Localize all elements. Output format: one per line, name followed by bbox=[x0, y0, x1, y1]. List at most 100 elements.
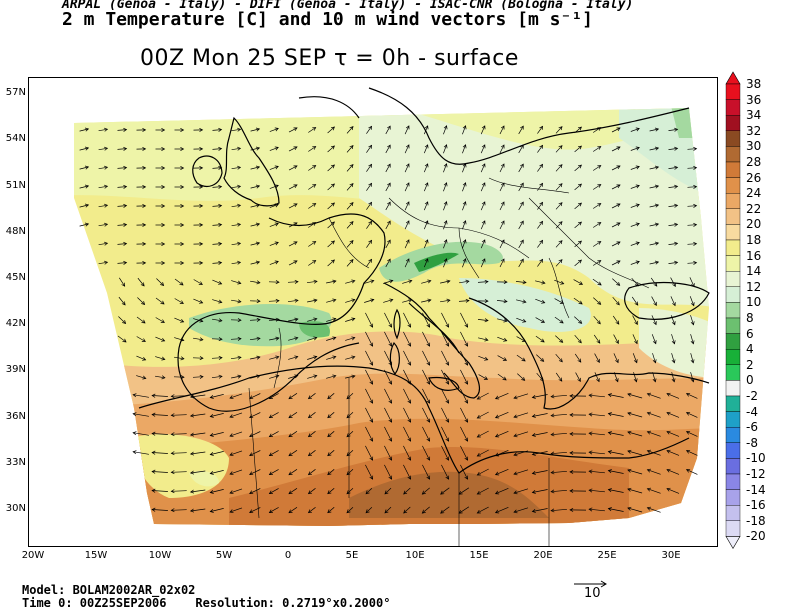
wind-vector-head bbox=[646, 430, 651, 435]
wind-vector-shaft bbox=[326, 299, 336, 303]
wind-vector-head bbox=[671, 340, 676, 345]
wind-vector-head bbox=[588, 412, 593, 417]
wind-vector-shaft bbox=[460, 445, 468, 461]
wind-vector-shaft bbox=[327, 164, 335, 172]
wind-vector-shaft bbox=[537, 145, 543, 153]
wind-vector-head bbox=[160, 319, 165, 323]
wind-vector-shaft bbox=[327, 393, 335, 399]
wind-vector-shaft bbox=[366, 145, 372, 153]
wind-vector-shaft bbox=[532, 394, 548, 398]
wind-vector-head bbox=[123, 222, 128, 227]
wind-vector-shaft bbox=[327, 450, 335, 456]
wind-vector-shaft bbox=[668, 205, 678, 207]
wind-vector-shaft bbox=[269, 412, 279, 418]
wind-vector-shaft bbox=[308, 146, 316, 152]
colorbar-swatch bbox=[725, 192, 741, 209]
wind-vector-head bbox=[368, 163, 373, 168]
wind-vector-shaft bbox=[611, 184, 621, 190]
wind-vector-head bbox=[346, 452, 351, 457]
wind-vector-shaft bbox=[573, 297, 583, 305]
wind-vector-head bbox=[330, 202, 335, 207]
wind-vector-shaft bbox=[611, 146, 621, 152]
wind-vector-head bbox=[558, 164, 563, 169]
wind-vector-shaft bbox=[440, 299, 450, 303]
wind-vector-shaft bbox=[79, 223, 89, 227]
wind-vector-shaft bbox=[516, 317, 526, 323]
wind-vector-shaft bbox=[269, 375, 279, 379]
wind-vector-head bbox=[588, 507, 593, 512]
wind-vector-shaft bbox=[269, 223, 279, 227]
wind-vector-head bbox=[229, 414, 234, 419]
wind-vector-head bbox=[161, 165, 166, 171]
wind-vector-shaft bbox=[229, 412, 243, 418]
wind-vector-shaft bbox=[385, 239, 391, 249]
wind-vector-head bbox=[520, 125, 524, 130]
wind-vector-shaft bbox=[212, 148, 222, 150]
wind-vector-shaft bbox=[690, 353, 694, 363]
wind-vector-head bbox=[445, 342, 450, 347]
lat-label: 54N bbox=[5, 133, 26, 144]
wind-vector-head bbox=[614, 378, 619, 383]
colorbar-swatch bbox=[725, 83, 741, 100]
wind-vector-shaft bbox=[190, 508, 206, 512]
wind-vector-head bbox=[531, 509, 536, 513]
wind-vector-shaft bbox=[513, 450, 529, 456]
wind-vector-head bbox=[462, 182, 467, 187]
colorbar-label: 0 bbox=[746, 373, 754, 388]
wind-vector-shaft bbox=[513, 412, 529, 418]
colorbar-swatch bbox=[725, 380, 741, 397]
wind-vector-head bbox=[218, 299, 223, 304]
wind-vector-shaft bbox=[385, 201, 391, 211]
wind-vector-head bbox=[218, 127, 223, 132]
wind-vector-head bbox=[268, 452, 273, 456]
wind-vector-shaft bbox=[555, 240, 563, 248]
wind-vector-head bbox=[218, 165, 223, 170]
wind-vector-head bbox=[634, 340, 638, 345]
wind-vector-head bbox=[274, 203, 279, 208]
wind-vector-head bbox=[646, 468, 651, 473]
wind-vector-shaft bbox=[269, 166, 279, 170]
wind-vector-head bbox=[540, 338, 545, 343]
wind-vector-head bbox=[103, 260, 109, 265]
colorbar-swatch bbox=[725, 161, 741, 178]
wind-vector-shaft bbox=[155, 336, 165, 342]
wind-vector-head bbox=[132, 431, 137, 436]
wind-vector-head bbox=[424, 144, 429, 149]
wind-vector-shaft bbox=[608, 489, 624, 493]
wind-vector-shaft bbox=[365, 388, 373, 404]
wind-vector-head bbox=[521, 357, 526, 362]
wind-vector-shaft bbox=[384, 407, 392, 423]
wind-vector-shaft bbox=[477, 411, 489, 419]
wind-vector-head bbox=[256, 280, 261, 285]
wind-vector-head bbox=[142, 165, 147, 170]
wind-vector-shaft bbox=[687, 205, 697, 207]
wind-vector-shaft bbox=[385, 220, 391, 230]
wind-vector-shaft bbox=[171, 433, 187, 435]
wind-vector-head bbox=[140, 282, 145, 287]
colorbar-label: -10 bbox=[746, 451, 766, 466]
wind-vector-head bbox=[666, 411, 671, 416]
wind-vector-shaft bbox=[288, 488, 298, 494]
wind-vector-shaft bbox=[480, 163, 486, 173]
wind-vector-shaft bbox=[212, 279, 222, 285]
wind-vector-shaft bbox=[499, 201, 505, 211]
wind-vector-shaft bbox=[137, 277, 145, 287]
wind-vector-shaft bbox=[458, 300, 470, 302]
wind-vector-head bbox=[462, 201, 467, 206]
wind-vector-head bbox=[476, 509, 481, 514]
wind-vector-head bbox=[141, 338, 146, 342]
colorbar-label: 10 bbox=[746, 295, 762, 310]
wind-vector-shaft bbox=[402, 280, 412, 284]
colorbar-swatch bbox=[725, 473, 741, 490]
wind-vector-head bbox=[616, 241, 621, 246]
wind-vector-shaft bbox=[647, 488, 661, 494]
wind-vector-shaft bbox=[404, 144, 410, 154]
wind-vector-head bbox=[426, 437, 431, 442]
wind-vector-head bbox=[123, 127, 128, 132]
wind-vector-head bbox=[635, 241, 640, 246]
wind-vector-head bbox=[597, 146, 602, 150]
wind-vector-head bbox=[671, 378, 676, 383]
wind-vector-head bbox=[607, 469, 612, 474]
wind-vector-head bbox=[388, 342, 393, 347]
wind-vector-shaft bbox=[647, 393, 661, 399]
